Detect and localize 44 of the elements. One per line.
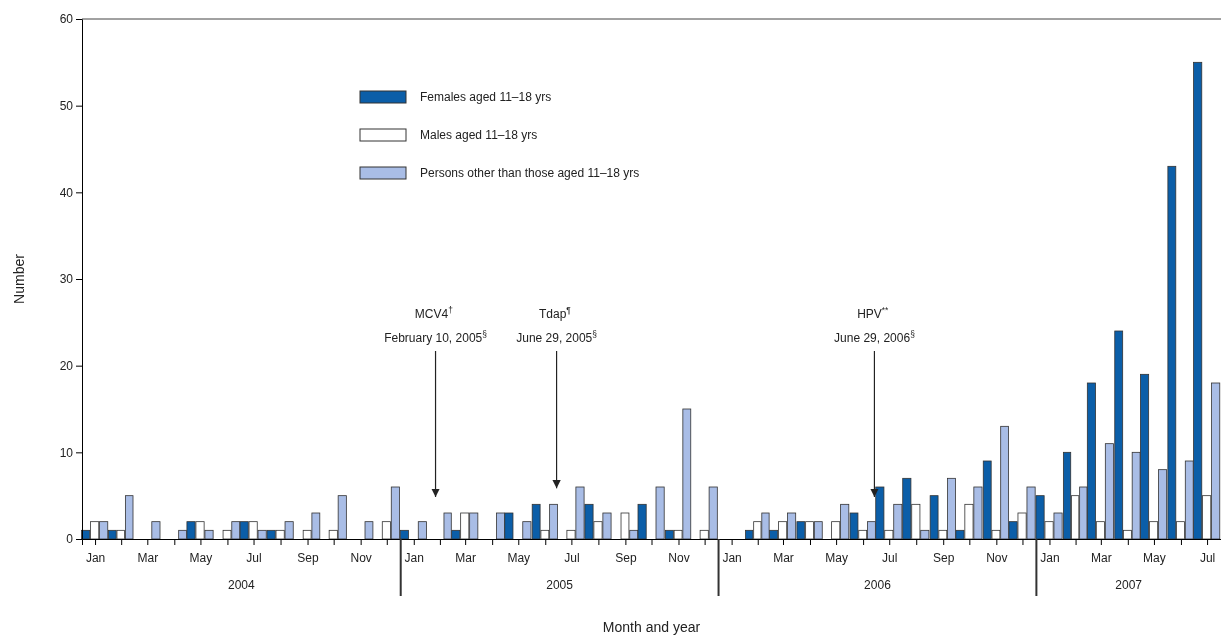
x-tick-label: Sep (933, 550, 955, 565)
text: HPV$^{**}$ June 29, 2006$^{§}$ (834, 305, 915, 345)
x-tick-label: May (825, 550, 848, 565)
y-tick-label: 50 (59, 99, 74, 114)
x-tick-label: Sep (615, 550, 637, 565)
text: 2004 (228, 578, 256, 592)
x-tick-label: Mar (1090, 550, 1112, 565)
x-tick-label: Jan (404, 550, 424, 565)
y-tick-label: 30 (59, 272, 74, 287)
bar (417, 521, 427, 540)
x-tick-label: May (1143, 550, 1166, 565)
x-tick-label: May (189, 550, 213, 565)
text: 2006 (864, 578, 892, 592)
x-tick-label: Sep (297, 550, 320, 565)
y-axis-title: Number (11, 253, 27, 304)
y-tick-label: 10 (59, 445, 74, 460)
text: MCV4$^{†}$ February 10, 2005$^{§}$ (384, 305, 487, 345)
x-tick-label: May (507, 550, 531, 565)
x-tick-label: Mar (137, 550, 159, 565)
x-tick-label: Mar (773, 550, 794, 565)
x-tick-label: Jan (85, 550, 106, 565)
x-tick-label: Jan (1040, 550, 1060, 565)
x-axis-title: Month and year (602, 619, 701, 635)
legend-label: Females aged 11–18 yrs (420, 90, 552, 104)
x-tick-label: Jul (882, 550, 898, 565)
y-tick-label: 40 (59, 185, 74, 200)
x-tick-label: Jul (1199, 550, 1216, 565)
x-tick-label: Nov (350, 550, 372, 565)
text: 2005 (546, 578, 574, 592)
legend-label: Persons other than those aged 11–18 yrs (420, 166, 640, 180)
legend-label: Males aged 11–18 yrs (420, 128, 538, 142)
y-tick-label: 60 (59, 12, 74, 27)
x-tick-label: Nov (668, 550, 690, 565)
x-tick-label: Mar (455, 550, 476, 565)
bar (364, 521, 374, 540)
y-tick-label: 0 (66, 532, 74, 547)
text: 2007 (1115, 578, 1143, 592)
y-tick-label: 20 (59, 359, 74, 374)
x-tick-label: Jul (564, 550, 580, 565)
text: Tdap$^{¶}$ June 29, 2005$^{§}$ (516, 305, 597, 345)
x-tick-label: Nov (986, 550, 1008, 565)
x-tick-label: Jul (246, 550, 262, 565)
bar (151, 521, 161, 540)
x-tick-label: Jan (722, 550, 742, 565)
